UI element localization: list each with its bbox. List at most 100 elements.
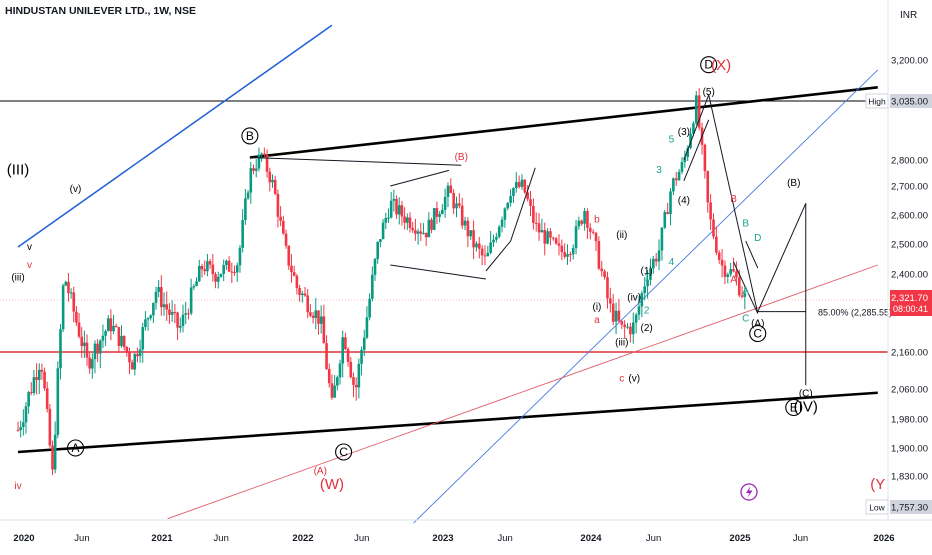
wave-label: (5) xyxy=(703,87,715,98)
y-tick-label: 1,900.00 xyxy=(891,444,928,455)
wave-label: (X) xyxy=(711,57,731,74)
wave-label: A xyxy=(742,286,749,297)
candle xyxy=(37,363,41,395)
candle xyxy=(617,298,621,324)
candle-body xyxy=(249,168,253,193)
candle-body xyxy=(689,133,692,148)
candle xyxy=(311,311,315,324)
candle xyxy=(411,222,415,233)
wave-label-text: (A) xyxy=(314,466,327,477)
y-tick-label: 2,800.00 xyxy=(891,156,928,167)
candle-body xyxy=(452,192,455,209)
candle xyxy=(214,272,217,289)
last-price-tag xyxy=(890,290,932,316)
candle xyxy=(276,189,280,228)
candle xyxy=(703,143,707,179)
candle xyxy=(252,164,255,175)
candle xyxy=(295,273,299,295)
candle xyxy=(529,190,532,217)
wave-label-text: (B) xyxy=(455,152,468,163)
candle-body xyxy=(683,157,687,163)
candle xyxy=(85,334,89,366)
candle-body xyxy=(712,219,715,237)
candle-body xyxy=(203,269,206,272)
candle xyxy=(455,196,458,218)
candle-body xyxy=(19,427,22,431)
x-tick-label: Jun xyxy=(646,533,661,544)
candle-body xyxy=(336,377,339,386)
candle-body xyxy=(333,385,336,398)
x-tick-label: Jun xyxy=(793,533,808,544)
high-label: High xyxy=(868,97,886,107)
candle xyxy=(24,402,28,434)
wave-label-text: b xyxy=(594,214,600,225)
candle xyxy=(537,213,541,241)
candle-body xyxy=(303,293,307,296)
candle-body xyxy=(357,363,361,388)
candle-body xyxy=(306,295,310,313)
candle-body xyxy=(600,268,604,272)
candle-body xyxy=(563,252,566,257)
candle-body xyxy=(430,219,433,230)
candle-body xyxy=(48,408,52,446)
candle xyxy=(109,309,113,341)
candle-body xyxy=(416,231,420,234)
candle xyxy=(384,212,388,230)
candle xyxy=(368,293,371,321)
candle xyxy=(472,220,475,260)
candle xyxy=(475,241,478,252)
candle-body xyxy=(649,268,652,280)
candle xyxy=(652,255,655,274)
candle-body xyxy=(362,337,366,350)
candle xyxy=(122,335,126,351)
candle-body xyxy=(520,179,524,187)
candle-body xyxy=(435,208,439,217)
candle-body xyxy=(112,325,115,332)
candle-body xyxy=(669,191,672,215)
candle xyxy=(141,322,145,363)
candle-body xyxy=(623,324,626,328)
y-tag-name-bg xyxy=(865,499,889,515)
wave-label: 5 xyxy=(669,134,675,145)
x-tick-label: 2022 xyxy=(292,533,313,544)
wave-label: iv xyxy=(14,481,21,492)
candle-body xyxy=(560,245,564,253)
candle xyxy=(551,236,555,241)
wave-label-circle xyxy=(700,56,718,74)
candle-body xyxy=(419,231,423,234)
candle xyxy=(672,177,675,196)
candle-body xyxy=(703,144,707,172)
candle-body xyxy=(692,123,695,134)
candle-body xyxy=(279,216,282,221)
candle xyxy=(480,245,484,266)
candle-body xyxy=(106,318,110,332)
candle xyxy=(640,290,644,318)
wave-label: A xyxy=(730,274,737,285)
candle-body xyxy=(526,192,529,200)
wave-label: (i) xyxy=(593,302,602,313)
candle xyxy=(325,335,328,370)
candle-body xyxy=(184,313,188,315)
candle xyxy=(376,241,380,264)
candle xyxy=(463,216,467,231)
x-tick-label: Jun xyxy=(354,533,369,544)
candle-body xyxy=(475,243,478,248)
candle xyxy=(683,150,687,168)
candle-body xyxy=(381,222,385,240)
candle-body xyxy=(489,242,492,253)
wave-label: (Y xyxy=(870,476,885,493)
countdown-label: 08:00:41 xyxy=(893,304,928,314)
candle xyxy=(466,217,470,248)
candle-body xyxy=(235,265,239,273)
candle-body xyxy=(72,292,76,312)
candle xyxy=(222,259,225,282)
y-tick-label: 2,160.00 xyxy=(891,348,928,359)
candle xyxy=(144,311,147,331)
lightning-icon[interactable] xyxy=(740,483,758,501)
currency-label[interactable]: INR xyxy=(900,10,917,21)
candle xyxy=(19,420,22,438)
annotation-line-7 xyxy=(708,94,759,314)
candle xyxy=(35,363,38,395)
candle-body xyxy=(371,274,374,299)
